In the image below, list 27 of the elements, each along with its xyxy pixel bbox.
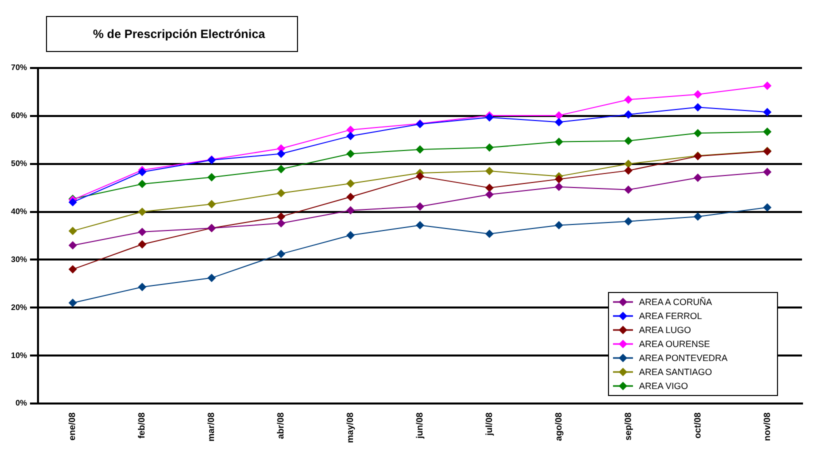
legend-label: AREA LUGO (639, 325, 692, 335)
legend-label: AREA VIGO (639, 381, 688, 391)
chart-title: % de Prescripción Electrónica (46, 16, 298, 52)
x-tick-label: ago/08 (553, 412, 564, 441)
y-tick-label: 40% (10, 206, 28, 216)
y-tick-label: 30% (10, 254, 28, 264)
x-tick-label: abr/08 (276, 412, 286, 440)
legend-label: AREA SANTIAGO (639, 367, 712, 377)
x-tick-label: oct/08 (692, 412, 702, 438)
y-tick-label: 0% (15, 398, 28, 408)
y-tick-label: 50% (10, 159, 28, 168)
y-tick-label: 60% (10, 111, 28, 120)
x-tick-label: feb/08 (136, 412, 147, 438)
y-tick-label: 20% (10, 302, 28, 312)
y-tick-label: 10% (10, 350, 28, 360)
legend-label: AREA OURENSE (639, 339, 710, 349)
y-tick-label: 70% (10, 63, 28, 72)
x-tick-label: may/08 (345, 412, 356, 444)
x-tick-label: sep/08 (622, 412, 633, 441)
legend-label: AREA A CORUÑA (639, 297, 712, 307)
x-tick-label: jul/08 (484, 412, 494, 436)
x-tick-label: jun/08 (414, 412, 424, 440)
x-tick-label: mar/08 (206, 412, 216, 442)
x-tick-label: ene/08 (67, 412, 78, 441)
legend-label: AREA PONTEVEDRA (639, 353, 728, 363)
legend-label: AREA FERROL (639, 311, 702, 321)
x-tick-label: nov/08 (762, 412, 772, 441)
